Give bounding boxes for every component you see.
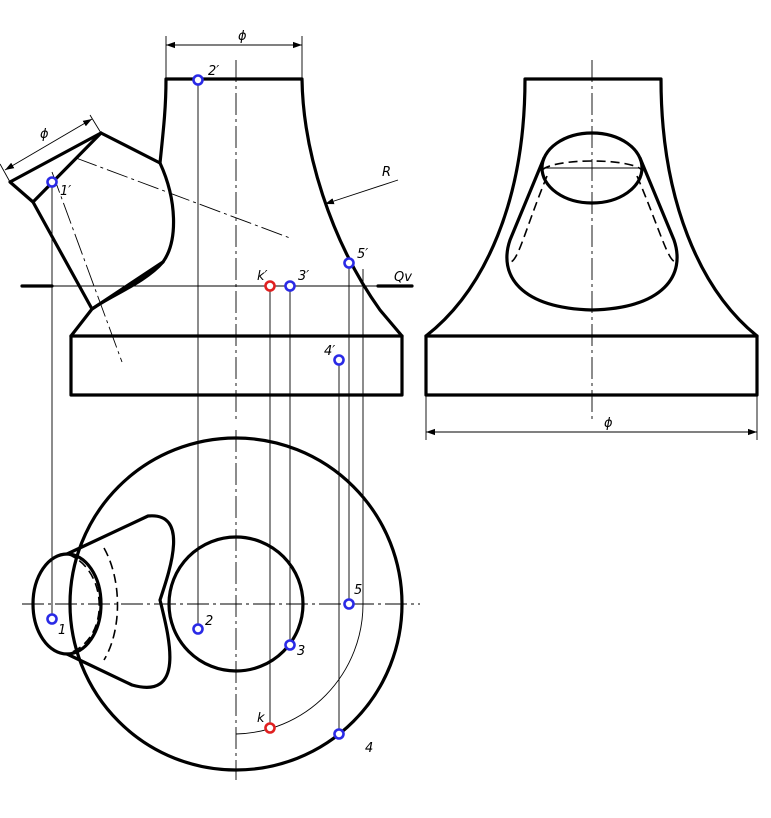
point-1-top bbox=[46, 613, 58, 625]
branch-axis-2 bbox=[75, 157, 291, 239]
point-k-top bbox=[264, 722, 276, 734]
point-2-front bbox=[192, 74, 204, 86]
side-dim-base-label: ϕ bbox=[604, 416, 613, 431]
radius-label: R bbox=[382, 165, 391, 180]
branch-axis bbox=[51, 171, 123, 363]
label-2-front: 2′ bbox=[208, 64, 219, 79]
side-base bbox=[424, 334, 759, 397]
label-1-top: 1 bbox=[58, 623, 66, 638]
front-view: Qv R ϕ ϕ bbox=[0, 29, 414, 420]
radius-leader bbox=[324, 179, 399, 205]
side-body-outline bbox=[424, 77, 759, 338]
label-5-front: 5′ bbox=[357, 247, 368, 262]
label-1-front: 1′ bbox=[60, 184, 71, 199]
top-construction-arc bbox=[235, 269, 364, 735]
top-view bbox=[22, 80, 420, 780]
side-hole-hidden-2 bbox=[509, 175, 677, 263]
point-5-top bbox=[343, 598, 355, 610]
side-hole-hidden bbox=[541, 160, 643, 171]
point-4-front bbox=[333, 354, 345, 366]
label-3-top: 3 bbox=[297, 644, 305, 659]
label-5-top: 5 bbox=[354, 583, 362, 598]
point-k-front bbox=[264, 280, 276, 292]
label-4-front: 4′ bbox=[324, 344, 335, 359]
front-base bbox=[69, 334, 404, 397]
point-4-top bbox=[333, 728, 345, 740]
dim-branch-ext2 bbox=[89, 114, 102, 134]
dim-branch-ext1 bbox=[0, 163, 11, 183]
label-k-top: k bbox=[257, 711, 265, 726]
label-2-top: 2 bbox=[205, 614, 213, 629]
dim-top-diameter-label: ϕ bbox=[238, 29, 247, 44]
points bbox=[46, 74, 355, 740]
front-body-outline bbox=[69, 77, 404, 338]
side-hole-cone bbox=[505, 156, 679, 312]
label-3-front: 3′ bbox=[298, 269, 309, 284]
point-labels: 2′ 1′ k′ 3′ 5′ 4′ 1 2 3 5 k 4 bbox=[58, 64, 373, 756]
label-4-top: 4 bbox=[365, 741, 373, 756]
point-1-front bbox=[46, 176, 58, 188]
dim-branch-diameter bbox=[4, 118, 93, 171]
top-branch-hidden-2 bbox=[103, 547, 119, 661]
point-3-front bbox=[284, 280, 296, 292]
label-k-front: k′ bbox=[257, 269, 268, 284]
top-branch-outline bbox=[65, 514, 176, 689]
point-2-top bbox=[192, 623, 204, 635]
point-5-front bbox=[343, 257, 355, 269]
plane-qv-label: Qv bbox=[394, 270, 412, 285]
side-view: ϕ bbox=[424, 60, 759, 440]
point-3-top bbox=[284, 639, 296, 651]
dim-branch-diameter-label: ϕ bbox=[40, 127, 49, 142]
side-hole-ellipse bbox=[540, 131, 644, 205]
